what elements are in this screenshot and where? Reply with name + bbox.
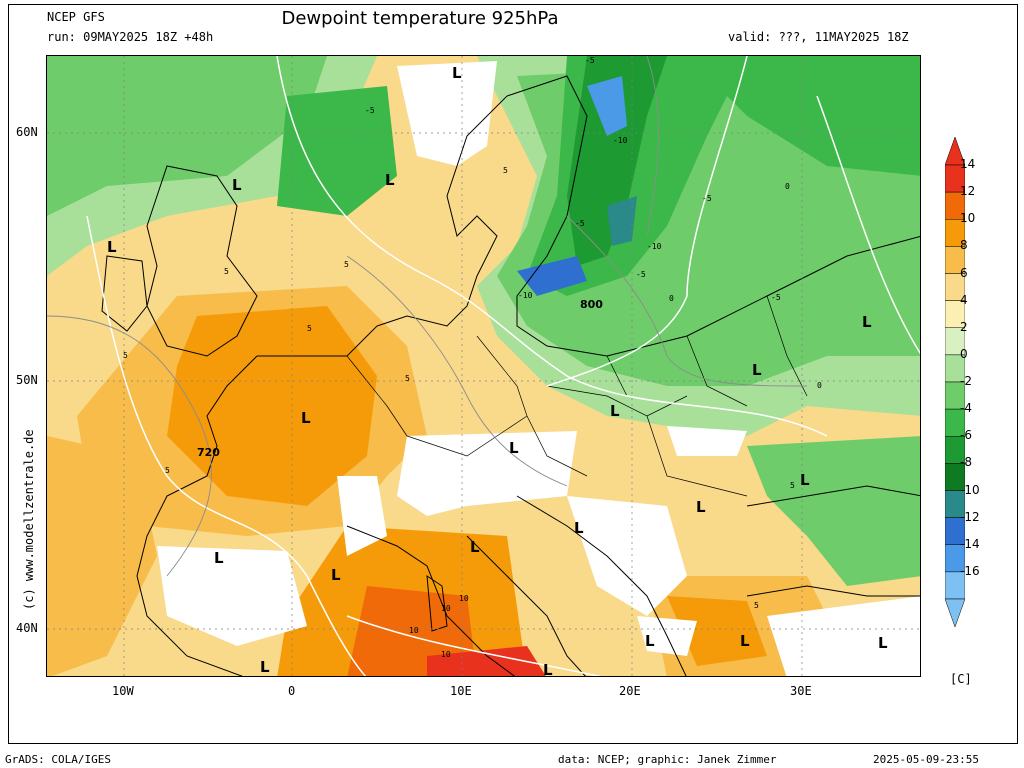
- height-contour-label: 800: [580, 298, 603, 311]
- map-canvas: [47, 56, 920, 676]
- isotherm-label: -5: [636, 270, 646, 279]
- colorbar-label: 8: [960, 238, 968, 253]
- isotherm-label: 5: [405, 374, 410, 383]
- low-label: L: [610, 402, 620, 420]
- colorbar-label: 12: [960, 184, 976, 199]
- colorbar-label: 0: [960, 346, 968, 361]
- low-label: L: [645, 632, 655, 650]
- dewpoint-map: L L L L L L L L L L L L L L L L L L L L …: [46, 55, 921, 677]
- isotherm-label: 5: [754, 601, 759, 610]
- low-label: L: [509, 439, 519, 457]
- valid-time: valid: ???, 11MAY2025 18Z: [728, 30, 909, 44]
- isotherm-label: -5: [575, 219, 585, 228]
- isotherm-label: 5: [224, 267, 229, 276]
- low-label: L: [800, 471, 810, 489]
- colorbar-label: 14: [960, 157, 976, 171]
- lon-label: 10W: [112, 684, 134, 698]
- model-name: NCEP GFS: [47, 10, 105, 24]
- colorbar-label: -6: [960, 428, 972, 443]
- lat-label: 60N: [16, 125, 38, 139]
- low-label: L: [301, 409, 311, 427]
- low-label: L: [752, 361, 762, 379]
- colorbar-label: 10: [960, 211, 976, 226]
- colorbar: [945, 137, 965, 627]
- colorbar-label: 4: [960, 292, 968, 307]
- low-label: L: [740, 632, 750, 650]
- isotherm-label: 5: [123, 351, 128, 360]
- map-title: Dewpoint temperature 925hPa: [281, 8, 559, 29]
- lat-label: 40N: [16, 621, 38, 635]
- isotherm-label: 5: [790, 481, 795, 490]
- isotherm-label: 5: [503, 166, 508, 175]
- colorbar-unit: [C]: [950, 672, 972, 686]
- height-contour-label: 720: [197, 446, 220, 459]
- isotherm-label: 0: [669, 294, 674, 303]
- isotherm-label: -5: [585, 56, 595, 65]
- low-label: L: [107, 238, 117, 256]
- lon-label: 10E: [450, 684, 472, 698]
- outer-frame: [8, 4, 1018, 744]
- timestamp: 2025-05-09-23:55: [873, 753, 979, 766]
- low-label: L: [232, 176, 242, 194]
- isotherm-label: 10: [441, 650, 451, 659]
- isotherm-label: 10: [409, 626, 419, 635]
- colorbar-label: -8: [960, 455, 972, 470]
- colorbar-label: -16: [960, 563, 980, 578]
- isotherm-label: 5: [165, 466, 170, 475]
- low-label: L: [862, 313, 872, 331]
- isotherm-label: -5: [771, 293, 781, 302]
- isotherm-label: 5: [307, 324, 312, 333]
- grads-credit: GrADS: COLA/IGES: [5, 753, 111, 766]
- isotherm-label: -10: [647, 242, 662, 251]
- lon-label: 20E: [619, 684, 641, 698]
- colorbar-arrow-bottom: [945, 598, 965, 627]
- low-label: L: [696, 498, 706, 516]
- colorbar-label: -4: [960, 401, 972, 416]
- low-label: L: [543, 661, 553, 677]
- run-info: run: 09MAY2025 18Z +48h: [47, 30, 214, 44]
- isotherm-label: -5: [702, 194, 712, 203]
- colorbar-label: 2: [960, 319, 968, 334]
- lon-label: 0: [288, 684, 296, 698]
- colorbar-label: -12: [960, 509, 980, 524]
- isotherm-label: 10: [459, 594, 469, 603]
- isotherm-label: -10: [613, 136, 628, 145]
- colorbar-label: -10: [960, 482, 980, 497]
- isotherm-label: -5: [365, 106, 375, 115]
- lon-label: 30E: [790, 684, 812, 698]
- lat-label: 50N: [16, 373, 38, 387]
- colorbar-label: -2: [960, 374, 972, 388]
- low-label: L: [214, 549, 224, 567]
- low-label: L: [260, 658, 270, 676]
- low-label: L: [385, 171, 395, 189]
- isotherm-label: 0: [817, 381, 822, 390]
- low-label: L: [452, 64, 462, 82]
- colorbar-label: 6: [960, 265, 968, 280]
- low-label: L: [574, 519, 584, 537]
- low-label: L: [331, 566, 341, 584]
- colorbar-label: -14: [960, 536, 980, 551]
- isotherm-label: 0: [785, 182, 790, 191]
- site-credit: (c) www.modellzentrale.de: [22, 429, 36, 610]
- isotherm-label: -10: [518, 291, 533, 300]
- isotherm-label: 5: [344, 260, 349, 269]
- low-label: L: [470, 538, 480, 556]
- isotherm-label: 10: [441, 604, 451, 613]
- low-label: L: [878, 634, 888, 652]
- data-credit: data: NCEP; graphic: Janek Zimmer: [558, 753, 777, 766]
